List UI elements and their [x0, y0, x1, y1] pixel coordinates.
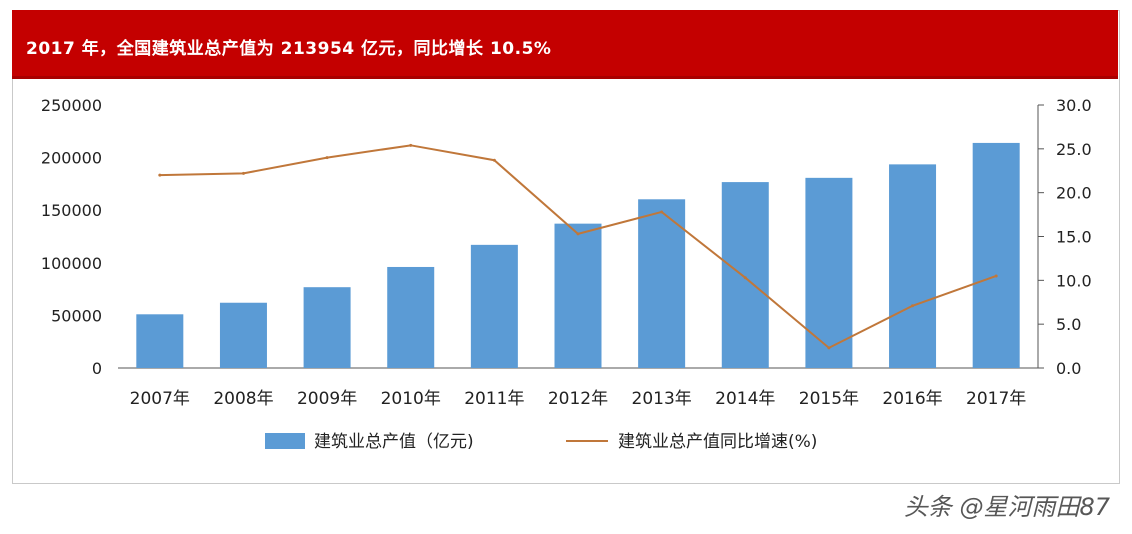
bar: [387, 266, 435, 368]
legend-bar-label: 建筑业总产值（亿元): [314, 432, 474, 452]
x-tick-label: 2012年: [548, 389, 608, 409]
line-point: [409, 143, 413, 147]
line-point: [994, 274, 998, 278]
right-y-tick-label: 0.0: [1056, 359, 1081, 378]
x-tick-label: 2014年: [715, 389, 775, 409]
right-y-tick-label: 25.0: [1056, 140, 1092, 159]
x-tick-label: 2010年: [381, 389, 441, 409]
bar: [470, 244, 518, 368]
x-tick-label: 2009年: [297, 389, 357, 409]
line-point: [660, 210, 664, 214]
bar: [721, 182, 769, 368]
right-y-tick-label: 5.0: [1056, 315, 1081, 334]
line-point: [325, 156, 329, 160]
line-point: [827, 346, 831, 350]
x-tick-label: 2013年: [632, 389, 692, 409]
x-tick-label: 2015年: [799, 389, 859, 409]
legend-line-label: 建筑业总产值同比增速(%): [618, 432, 817, 452]
bar: [303, 287, 351, 368]
bar: [805, 177, 853, 368]
line-point: [492, 158, 496, 162]
chart-title: 2017 年，全国建筑业总产值为 213954 亿元，同比增长 10.5%: [26, 39, 552, 59]
line-point: [158, 173, 162, 177]
bar: [889, 164, 937, 368]
right-y-tick-label: 30.0: [1056, 96, 1092, 115]
left-y-tick-label: 50000: [51, 306, 102, 325]
bar: [219, 302, 267, 368]
right-y-tick-label: 20.0: [1056, 184, 1092, 203]
x-tick-label: 2007年: [130, 389, 190, 409]
line-point: [241, 171, 245, 175]
right-y-tick-label: 15.0: [1056, 228, 1092, 247]
legend-bar-swatch: [265, 433, 305, 449]
line-point: [743, 276, 747, 280]
bar: [554, 223, 602, 368]
x-tick-label: 2008年: [213, 389, 273, 409]
left-y-tick-label: 200000: [41, 149, 102, 168]
left-y-tick-label: 100000: [41, 254, 102, 273]
bar: [638, 199, 686, 368]
bar: [136, 314, 184, 368]
bar: [972, 142, 1020, 368]
left-y-tick-label: 250000: [41, 96, 102, 115]
x-tick-label: 2016年: [882, 389, 942, 409]
x-tick-label: 2011年: [464, 389, 524, 409]
title-banner: [12, 10, 1118, 79]
line-point: [911, 304, 915, 308]
left-y-tick-label: 0: [92, 359, 102, 378]
right-y-tick-label: 10.0: [1056, 271, 1092, 290]
line-point: [576, 232, 580, 236]
watermark-text: 头条 @星河雨田87: [903, 493, 1110, 521]
left-y-tick-label: 150000: [41, 201, 102, 220]
x-tick-label: 2017年: [966, 389, 1026, 409]
